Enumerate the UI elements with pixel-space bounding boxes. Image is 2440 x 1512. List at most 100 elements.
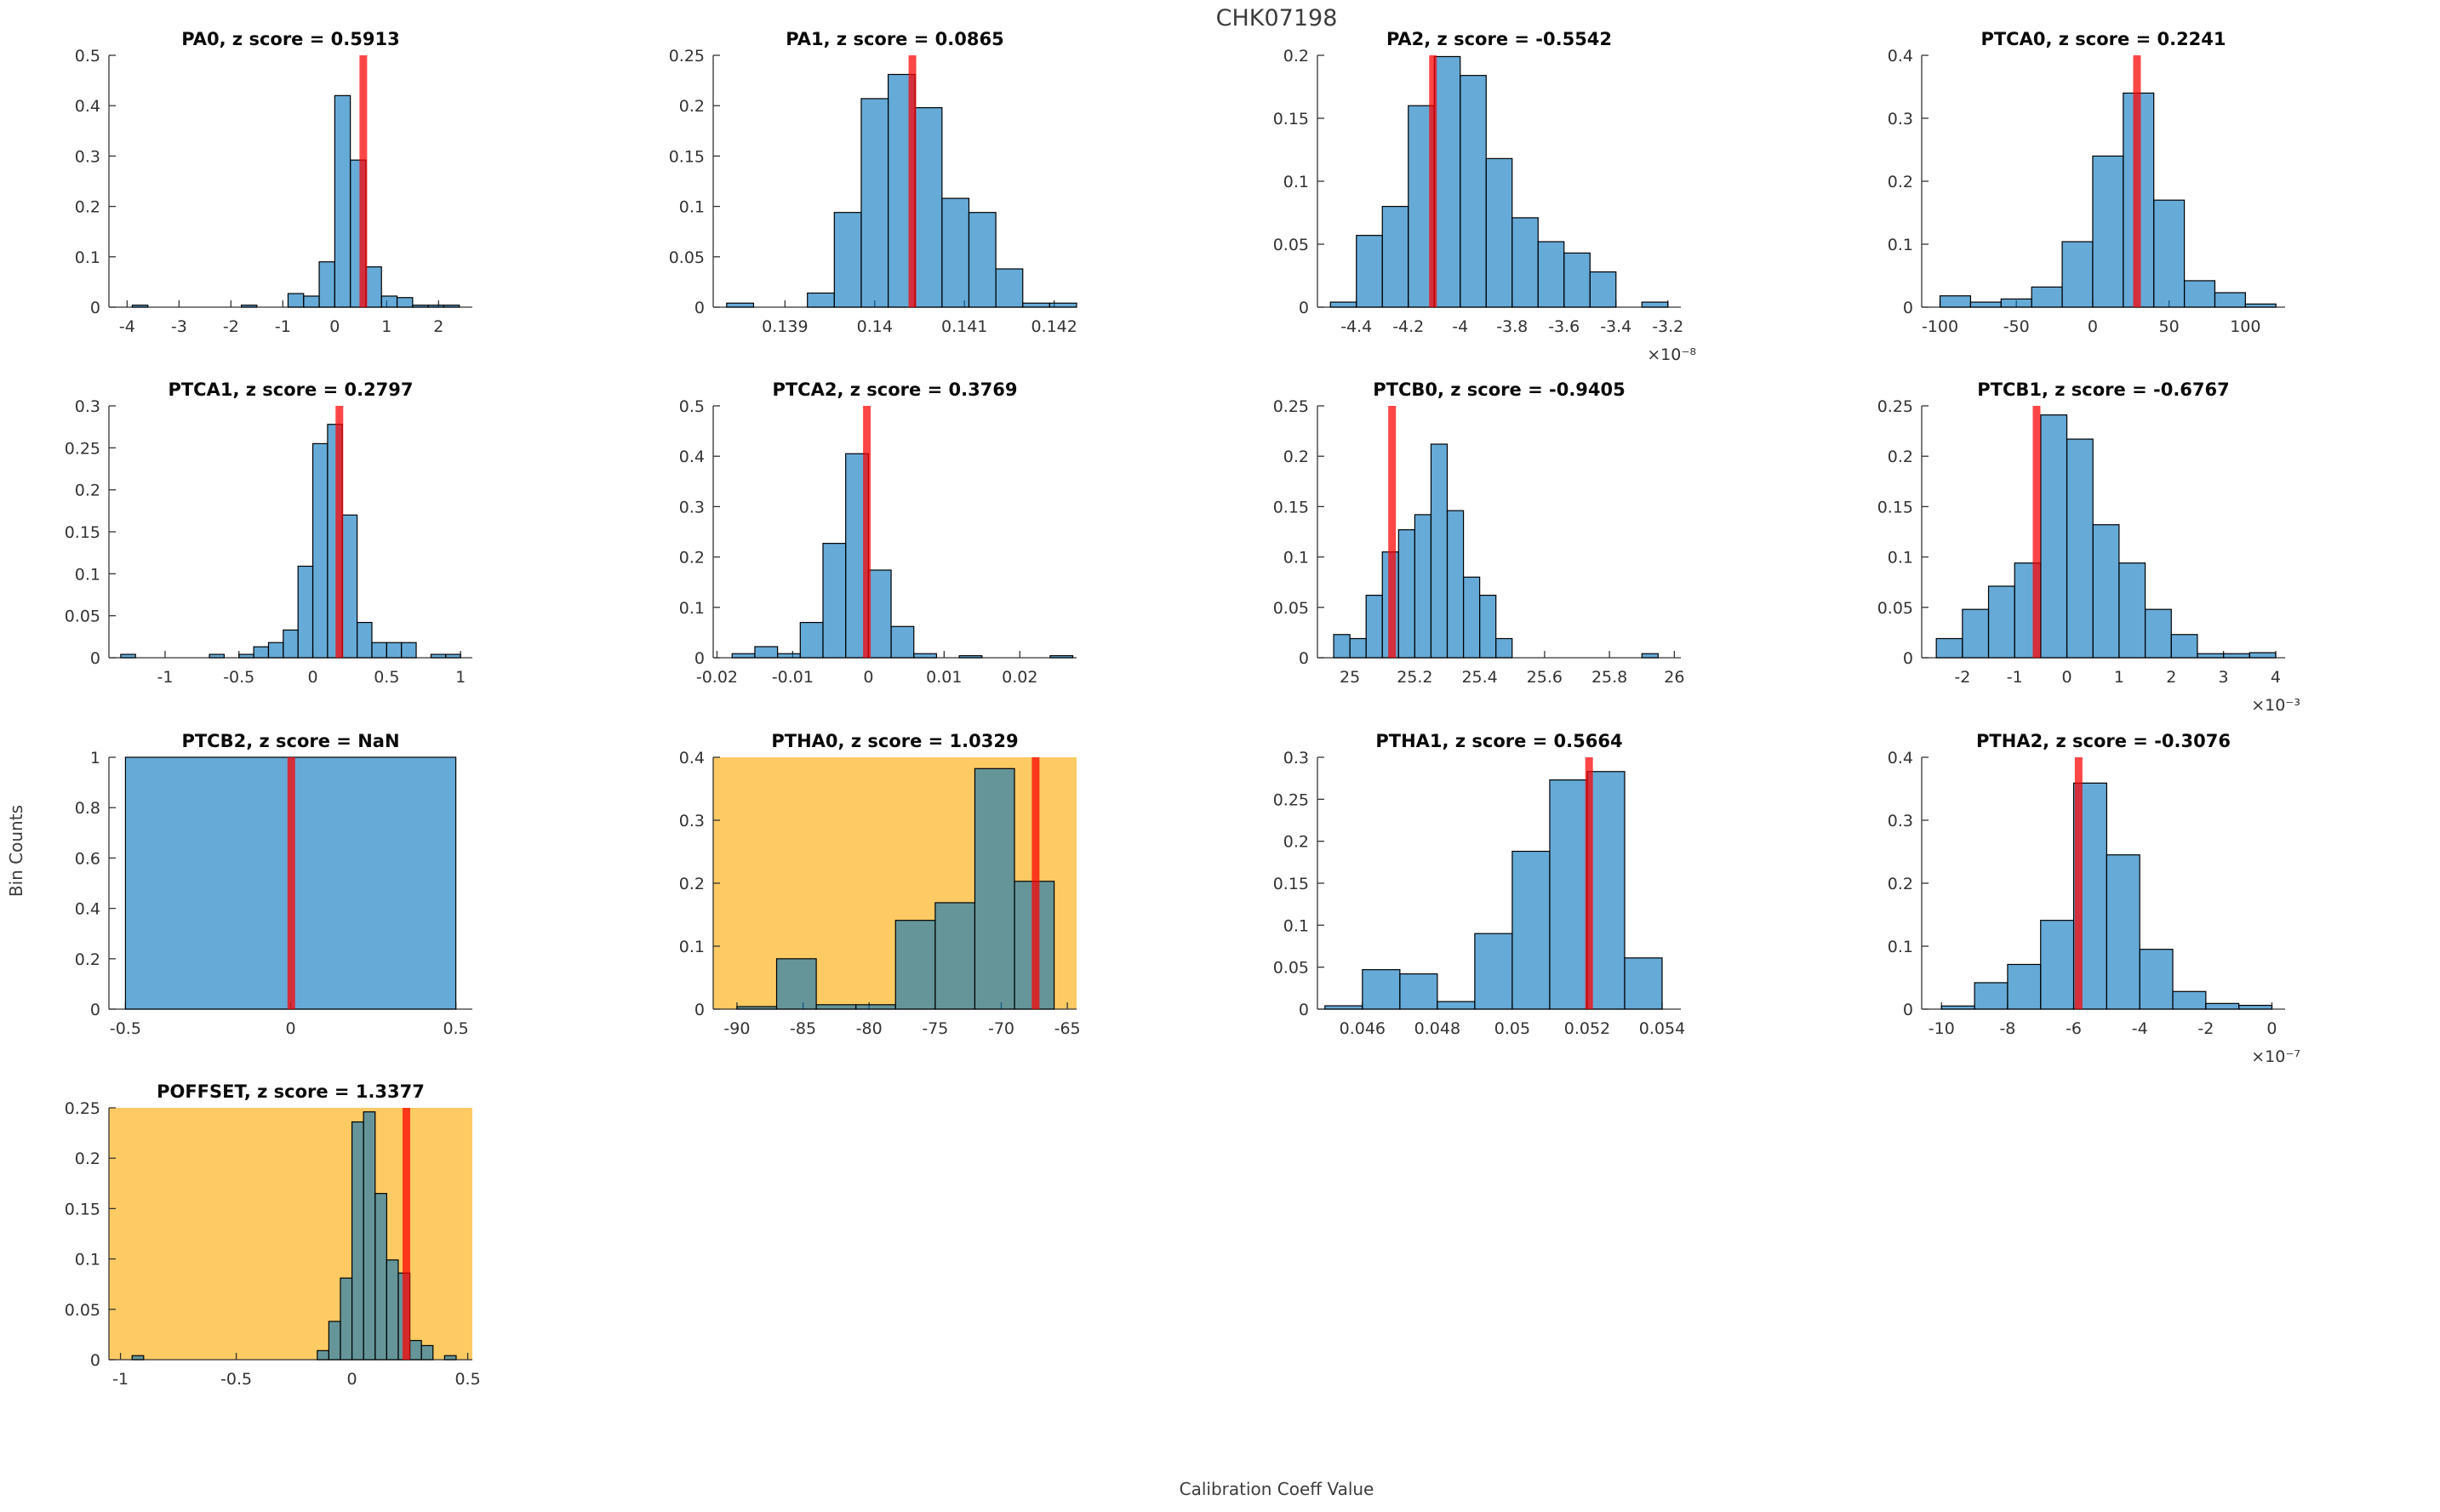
y-tick-label: 0.1 — [679, 938, 705, 956]
histogram-bar — [1460, 75, 1487, 308]
x-tick-label: 0.142 — [1031, 317, 1077, 336]
histogram-bars — [736, 767, 1055, 1010]
plot-area — [713, 406, 1077, 658]
histogram-bar — [1479, 594, 1497, 659]
subplot-PA0: 0 0.1 0.2 0.3 0.4 0.5 -4 -3 -2 -1 0 1 2 PA0, z score … — [75, 29, 472, 336]
histogram-bar — [1381, 206, 1409, 308]
tick-labels: 0 0.1 0.2 0.3 0.4 -90 -85 -80 -75 -70 -65 — [679, 749, 1081, 1038]
y-tick-label: 0.1 — [1283, 916, 1309, 935]
histogram-bar — [1446, 510, 1465, 659]
y-tick-label: 0.15 — [65, 523, 100, 542]
histogram-bar — [958, 655, 983, 659]
histogram-bar — [297, 565, 314, 659]
y-tick-label: 0 — [1299, 649, 1309, 668]
x-tick-label: 0.054 — [1639, 1019, 1685, 1038]
histogram-bar — [267, 642, 284, 659]
y-tick-label: 0.25 — [1273, 790, 1309, 809]
z-score-marker-line — [1429, 55, 1437, 307]
histogram-bar — [1511, 850, 1551, 1010]
tick-labels: 0 0.1 0.2 0.3 0.4 -100 -50 0 50 100 — [1888, 47, 2261, 336]
x-tick-label: -1 — [275, 317, 291, 336]
histogram-bar — [1349, 637, 1367, 659]
y-tick-label: 0 — [1903, 299, 1913, 317]
histogram-bar — [860, 98, 889, 308]
x-tick-label: 0 — [863, 668, 873, 687]
x-tick-label: -4.2 — [1392, 317, 1424, 336]
histogram-bar — [2040, 920, 2075, 1010]
histogram-bar — [386, 1259, 399, 1361]
y-tick-label: 0.5 — [679, 397, 705, 416]
histogram-bar — [731, 653, 756, 659]
x-tick-label: 1 — [2114, 668, 2124, 687]
histogram-bar — [303, 295, 320, 308]
histogram-bar — [799, 621, 824, 659]
subplot-title: PTCA1, z score = 0.2797 — [168, 379, 413, 400]
plot-area — [109, 55, 472, 307]
histogram-bar — [1511, 217, 1539, 308]
histogram-bar — [357, 621, 373, 659]
histogram-bar — [2223, 653, 2250, 659]
histogram-bar — [2205, 1002, 2240, 1010]
histogram-bar — [386, 642, 403, 659]
subplot-title: PTCB0, z score = -0.9405 — [1373, 379, 1626, 400]
x-tick-label: 4 — [2271, 668, 2281, 687]
histogram-bar — [1537, 241, 1565, 308]
histogram-bar — [401, 642, 417, 659]
histogram-bar — [1974, 982, 2009, 1010]
x-axis-exponent-label: ×10⁻⁸ — [1647, 345, 1696, 364]
y-tick-label: 0.4 — [1888, 749, 1913, 767]
histogram-bar — [815, 1004, 857, 1010]
y-tick-label: 0.2 — [1888, 448, 1913, 466]
y-tick-label: 0.2 — [75, 1150, 100, 1168]
plot-area-highlighted — [109, 1108, 472, 1360]
x-tick-label: 0 — [2062, 668, 2072, 687]
histogram-bar — [1324, 1005, 1363, 1010]
x-tick-label: 0.14 — [857, 317, 893, 336]
subplot-title: PA1, z score = 0.0865 — [786, 29, 1003, 49]
histogram-bar — [409, 1339, 422, 1361]
y-tick-label: 0.05 — [1877, 599, 1913, 618]
y-tick-label: 0.3 — [679, 498, 705, 516]
histogram-bars — [1935, 414, 2277, 659]
z-score-marker-line — [1388, 406, 1397, 658]
y-tick-label: 0 — [1903, 1001, 1913, 1019]
x-tick-label: 0.01 — [926, 668, 962, 687]
x-tick-label: 0.046 — [1340, 1019, 1386, 1038]
x-tick-label: -2 — [1954, 668, 1970, 687]
y-tick-label: 1 — [90, 749, 100, 767]
histogram-bar — [2197, 653, 2225, 659]
histogram-bar — [2000, 298, 2032, 308]
y-tick-label: 0 — [1903, 649, 1913, 668]
x-tick-label: -3.8 — [1496, 317, 1528, 336]
histogram-bar — [1495, 637, 1513, 659]
histogram-bar — [777, 653, 801, 659]
y-tick-label: 0.05 — [1273, 599, 1309, 618]
y-tick-label: 0 — [694, 299, 705, 317]
x-tick-label: -3.6 — [1548, 317, 1580, 336]
y-tick-label: 0.1 — [1888, 938, 1913, 956]
histogram-bar — [365, 266, 382, 308]
y-tick-label: 0.1 — [75, 248, 100, 267]
x-axis-exponent-label: ×10⁻⁷ — [2251, 1047, 2300, 1066]
x-tick-label: -4 — [1452, 317, 1468, 336]
x-tick-label: -1 — [112, 1370, 129, 1389]
y-tick-label: 0.25 — [1877, 397, 1913, 416]
histogram-bar — [380, 295, 398, 308]
y-tick-label: 0.4 — [75, 97, 100, 116]
histogram-bar — [1356, 235, 1383, 308]
histogram-bar — [253, 646, 270, 659]
y-tick-label: 0.05 — [669, 248, 705, 267]
histogram-bar — [209, 653, 225, 659]
x-tick-label: -2 — [223, 317, 239, 336]
x-tick-label: -10 — [1929, 1019, 1955, 1038]
z-score-marker-line — [908, 55, 917, 307]
histogram-bar — [2092, 155, 2124, 308]
z-score-marker-line — [2032, 406, 2041, 658]
histogram-bar — [1641, 653, 1659, 659]
histogram-bar — [995, 268, 1024, 308]
y-tick-label: 0.2 — [75, 950, 100, 969]
histogram-bar — [1549, 779, 1588, 1010]
y-tick-label: 0.3 — [679, 812, 705, 830]
histogram-bars — [1324, 771, 1663, 1010]
histogram-bar — [396, 297, 414, 308]
